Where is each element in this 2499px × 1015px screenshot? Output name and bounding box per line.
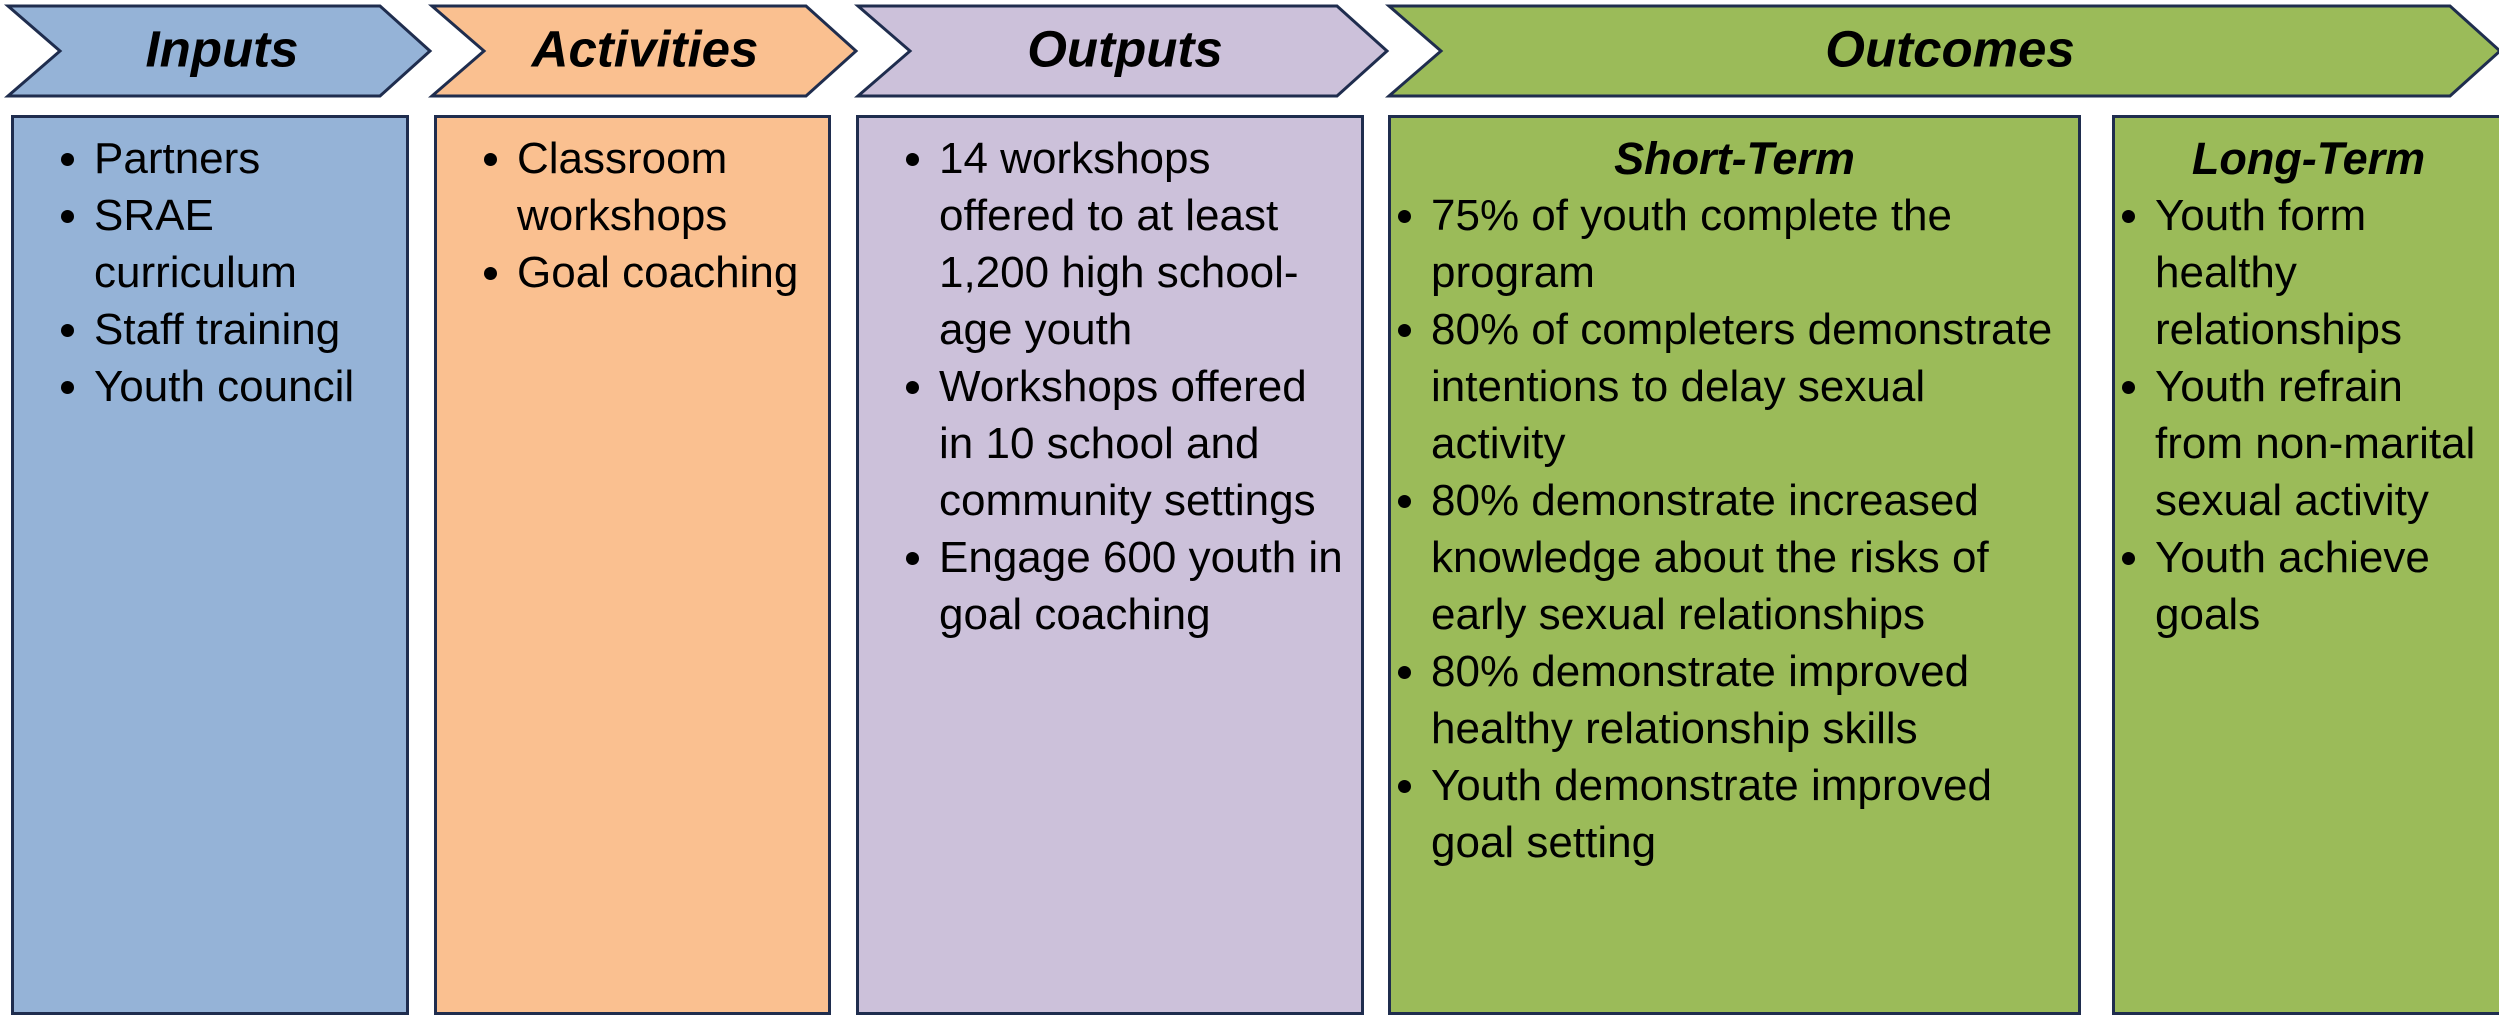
header-row: Inputs Activities Outputs Outcomes (3, 4, 2499, 98)
outputs-box: 14 workshops offered to at least 1,200 h… (856, 115, 1364, 1015)
list-item: Youth council (94, 358, 398, 415)
item-list: 75% of youth complete the program80% of … (1391, 187, 2078, 871)
list-item: Engage 600 youth in goal coaching (939, 529, 1353, 643)
list-item: 75% of youth complete the program (1431, 187, 2070, 301)
item-list: Classroom workshopsGoal coaching (437, 118, 828, 301)
chevron (853, 4, 1390, 98)
list-item: 80% demonstrate improved healthy relatio… (1431, 643, 2070, 757)
list-item: Staff training (94, 301, 398, 358)
list-item: SRAE curriculum (94, 187, 398, 301)
list-item: Goal coaching (517, 244, 820, 301)
list-item: 80% of completers demonstrate intentions… (1431, 301, 2070, 472)
list-item: 80% demonstrate increased knowledge abou… (1431, 472, 2070, 643)
list-item: Youth form healthy relationships (2155, 187, 2499, 358)
list-item: Youth demonstrate improved goal setting (1431, 757, 2070, 871)
short-term-box: Short-Term 75% of youth complete the pro… (1388, 115, 2081, 1015)
chevron (427, 4, 859, 98)
column-header: Inputs (146, 20, 299, 77)
list-item: Workshops offered in 10 school and commu… (939, 358, 1353, 529)
inputs-box: PartnersSRAE curriculumStaff trainingYou… (11, 115, 409, 1015)
list-item: Youth refrain from non-marital sexual ac… (2155, 358, 2499, 529)
item-list: Youth form healthy relationshipsYouth re… (2115, 187, 2499, 643)
column-header: Activities (530, 20, 759, 77)
sub-header: Short-Term (1614, 133, 1855, 184)
activities-box: Classroom workshopsGoal coaching (434, 115, 831, 1015)
item-list: 14 workshops offered to at least 1,200 h… (859, 118, 1361, 643)
chevron (3, 4, 433, 98)
list-item: Classroom workshops (517, 130, 820, 244)
list-item: 14 workshops offered to at least 1,200 h… (939, 130, 1353, 358)
item-list: PartnersSRAE curriculumStaff trainingYou… (14, 118, 406, 415)
column-header: Outcomes (1825, 20, 2074, 77)
column-header: Outputs (1027, 20, 1222, 77)
chevron (1384, 4, 2499, 98)
long-term-box: Long-Term Youth form healthy relationshi… (2112, 115, 2499, 1015)
sub-header: Long-Term (2191, 133, 2426, 184)
list-item: Youth achieve goals (2155, 529, 2499, 643)
list-item: Partners (94, 130, 398, 187)
